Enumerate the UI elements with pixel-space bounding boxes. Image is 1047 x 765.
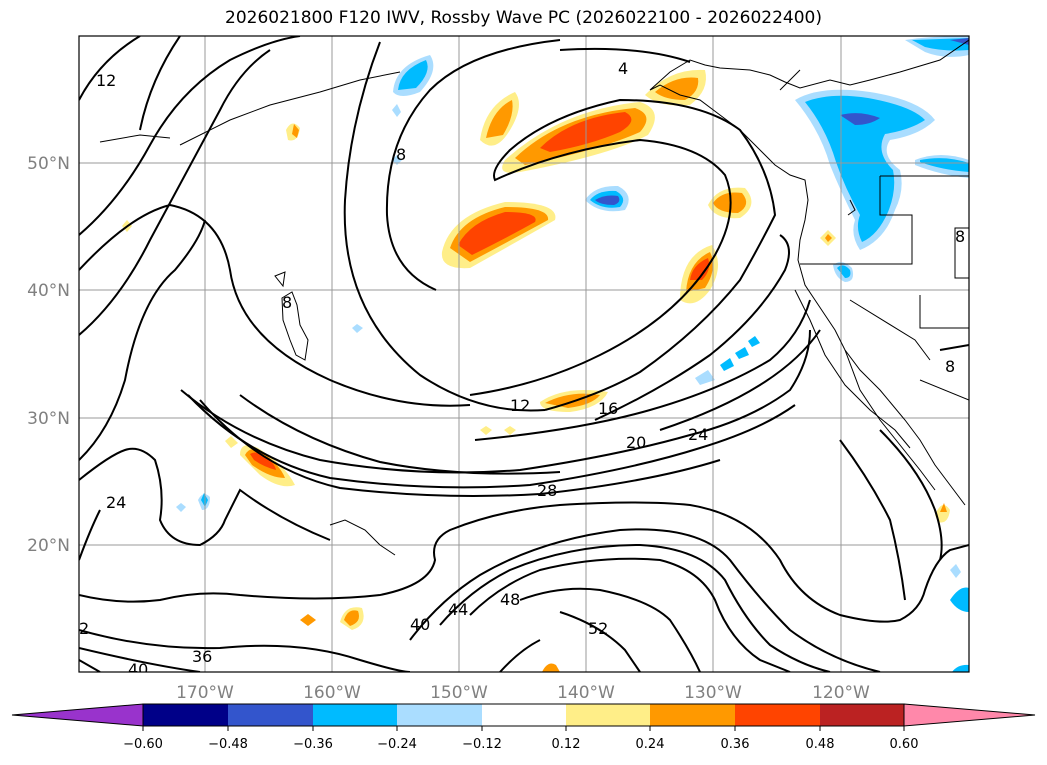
lat-label: 50°N <box>27 154 70 174</box>
contour-label: 40 <box>128 660 148 679</box>
colorbar-tick: −0.60 <box>123 737 163 752</box>
contour-label-group: 12 4 8 8 12 16 20 24 28 24 36 40 44 48 5… <box>79 59 965 679</box>
contour-label: 28 <box>537 481 557 500</box>
contour-lines <box>79 36 969 672</box>
colorbar-frame <box>142 703 905 727</box>
colorbar-tick: −0.12 <box>462 737 502 752</box>
shading <box>122 36 969 672</box>
colorbar-swatch <box>482 704 567 726</box>
colorbar-tick: −0.24 <box>377 737 417 752</box>
latitude-labels: 50°N 40°N 30°N 20°N <box>27 154 70 556</box>
contour-label: 36 <box>192 647 212 666</box>
contour-label: 12 <box>96 71 116 90</box>
colorbar: −0.60 −0.48 −0.36 −0.24 −0.12 0.12 0.24 … <box>11 703 1036 752</box>
contour-label: 16 <box>598 399 618 418</box>
colorbar-swatch <box>143 704 228 726</box>
contour-label: 52 <box>588 619 608 638</box>
lon-label: 120°W <box>812 683 870 703</box>
map-area: 12 4 8 8 12 16 20 24 28 24 36 40 44 48 5… <box>79 36 969 679</box>
colorbar-extend-high <box>903 703 1036 727</box>
contour-label: 24 <box>106 493 126 512</box>
contour-label: 24 <box>688 425 708 444</box>
lat-label: 20°N <box>27 536 70 556</box>
lon-label: 150°W <box>430 683 488 703</box>
contour-label: 8 <box>945 357 955 376</box>
colorbar-swatch <box>650 704 735 726</box>
lat-label: 30°N <box>27 409 70 429</box>
colorbar-tick: 0.48 <box>806 737 835 752</box>
colorbar-tick: 0.12 <box>552 737 581 752</box>
gridlines <box>79 36 969 672</box>
map-frame <box>78 35 970 673</box>
contour-label: 48 <box>500 590 520 609</box>
page-title: 2026021800 F120 IWV, Rossby Wave PC (202… <box>225 8 822 28</box>
lon-label: 160°W <box>303 683 361 703</box>
colorbar-swatch <box>566 704 651 726</box>
colorbar-swatch <box>820 704 904 726</box>
colorbar-swatch <box>735 704 820 726</box>
colorbar-tick: 0.60 <box>890 737 919 752</box>
contour-label: 2 <box>79 619 89 638</box>
colorbar-extend-low <box>11 703 144 727</box>
contour-label: 8 <box>396 145 406 164</box>
contour-label: 44 <box>448 600 468 619</box>
contour-label: 8 <box>282 293 292 312</box>
lon-label: 130°W <box>684 683 742 703</box>
coastlines <box>99 39 969 556</box>
colorbar-swatch <box>313 704 398 726</box>
colorbar-swatch <box>397 704 482 726</box>
lat-label: 40°N <box>27 281 70 301</box>
contour-label: 8 <box>955 227 965 246</box>
longitude-labels: 170°W 160°W 150°W 140°W 130°W 120°W <box>176 683 870 703</box>
contour-label: 4 <box>618 59 628 78</box>
contour-label: 20 <box>626 433 646 452</box>
colorbar-swatch <box>228 704 313 726</box>
contour-label: 12 <box>510 396 530 415</box>
colorbar-tick: −0.36 <box>293 737 333 752</box>
colorbar-tick: 0.24 <box>636 737 665 752</box>
contour-label: 40 <box>410 615 430 634</box>
colorbar-tick: 0.36 <box>721 737 750 752</box>
lon-label: 140°W <box>557 683 615 703</box>
lon-label: 170°W <box>176 683 234 703</box>
colorbar-tick: −0.48 <box>208 737 248 752</box>
